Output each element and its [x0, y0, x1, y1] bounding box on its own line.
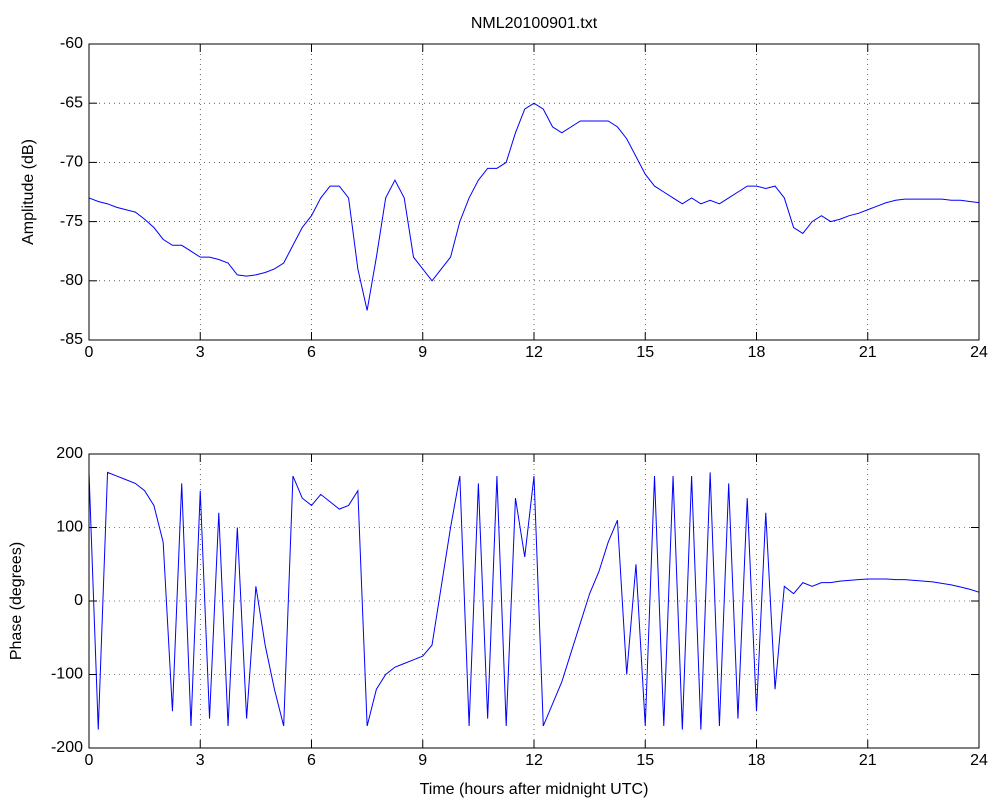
x-tick-label: 6 [307, 344, 316, 361]
x-tick-label: 3 [196, 752, 205, 769]
x-tick-label: 15 [636, 752, 654, 769]
y-tick-label: -60 [60, 35, 83, 52]
x-tick-label: 9 [418, 344, 427, 361]
chart-title: NML20100901.txt [471, 15, 598, 32]
x-tick-label: 9 [418, 752, 427, 769]
data-line [88, 102, 980, 311]
x-tick-label: 18 [748, 344, 766, 361]
y-tick-label: -200 [51, 739, 83, 756]
x-tick-label: 12 [525, 752, 543, 769]
plot-area [89, 44, 979, 340]
axes-box [88, 453, 980, 749]
y-tick-label: -65 [60, 94, 83, 111]
x-axis-label: Time (hours after midnight UTC) [420, 781, 649, 798]
x-tick-label: 21 [859, 344, 877, 361]
x-tick-label: 21 [859, 752, 877, 769]
x-tick-label: 18 [748, 752, 766, 769]
data-line [88, 471, 980, 730]
y-axis-label: Phase (degrees) [8, 542, 25, 660]
y-tick-label: -100 [51, 666, 83, 683]
x-tick-label: 24 [970, 752, 988, 769]
y-tick-label: -75 [60, 213, 83, 230]
y-tick-label: -70 [60, 154, 83, 171]
x-tick-label: 6 [307, 752, 316, 769]
y-tick-label: -85 [60, 331, 83, 348]
y-tick-label: 100 [56, 519, 83, 536]
x-tick-label: 3 [196, 344, 205, 361]
y-axis-label: Amplitude (dB) [20, 139, 37, 245]
y-tick-label: 200 [56, 445, 83, 462]
x-tick-label: 12 [525, 344, 543, 361]
y-tick-label: -80 [60, 272, 83, 289]
axes-box [88, 43, 980, 341]
x-tick-label: 0 [85, 344, 94, 361]
y-tick-label: 0 [74, 592, 83, 609]
x-tick-label: 0 [85, 752, 94, 769]
x-tick-label: 24 [970, 344, 988, 361]
x-tick-label: 15 [636, 344, 654, 361]
